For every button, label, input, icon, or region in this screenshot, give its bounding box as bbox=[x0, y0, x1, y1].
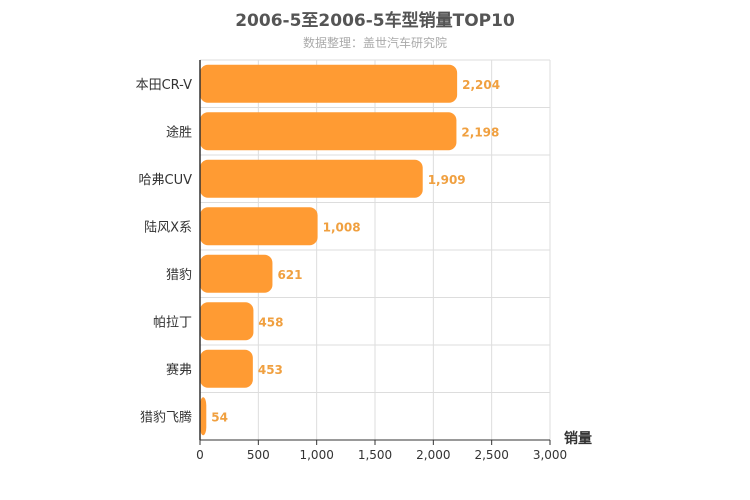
category-label: 赛弗 bbox=[166, 362, 192, 378]
data-label: 2,198 bbox=[461, 125, 499, 139]
category-label: 猎豹 bbox=[166, 268, 192, 283]
category-label: 途胜 bbox=[166, 124, 192, 140]
x-tick-label: 1,500 bbox=[358, 448, 392, 462]
data-label: 458 bbox=[258, 315, 283, 329]
category-label: 陆风X系 bbox=[144, 219, 192, 235]
bar bbox=[200, 302, 254, 341]
x-axis-title: 销量 bbox=[564, 430, 592, 447]
data-label: 1,909 bbox=[428, 173, 466, 187]
bar bbox=[200, 397, 207, 436]
labels: 本田CR-V 2,204 途胜 2,198 哈弗CUV 1,909 陆风X系 1,008 猎豹 6… bbox=[136, 78, 501, 426]
bar bbox=[200, 207, 318, 246]
bar bbox=[200, 159, 423, 198]
x-tick-label: 3,000 bbox=[533, 448, 567, 462]
x-tick-label: 2,000 bbox=[416, 448, 450, 462]
x-tick-label: 500 bbox=[247, 448, 270, 462]
data-label: 453 bbox=[258, 363, 283, 377]
chart-subtitle: 数据整理：盖世汽车研究院 bbox=[302, 36, 447, 50]
data-label: 54 bbox=[211, 410, 228, 424]
data-label: 1,008 bbox=[323, 220, 361, 234]
category-label: 帕拉丁 bbox=[153, 315, 192, 330]
data-label: 2,204 bbox=[462, 78, 500, 92]
bar bbox=[200, 112, 457, 151]
x-tick-label: 1,000 bbox=[299, 448, 333, 462]
bars bbox=[200, 64, 458, 436]
category-label: 猎豹飞腾 bbox=[140, 409, 192, 425]
grid-lines bbox=[199, 59, 551, 441]
bar bbox=[200, 64, 458, 103]
bar bbox=[200, 254, 273, 293]
x-tick-label: 2,500 bbox=[474, 448, 508, 462]
data-label: 621 bbox=[277, 268, 302, 282]
x-tick-label: 0 bbox=[196, 448, 204, 462]
bar bbox=[200, 349, 253, 388]
chart-title: 2006-5至2006-5车型销量TOP10 bbox=[235, 11, 515, 31]
category-label: 哈弗CUV bbox=[139, 173, 193, 188]
category-label: 本田CR-V bbox=[136, 78, 193, 93]
